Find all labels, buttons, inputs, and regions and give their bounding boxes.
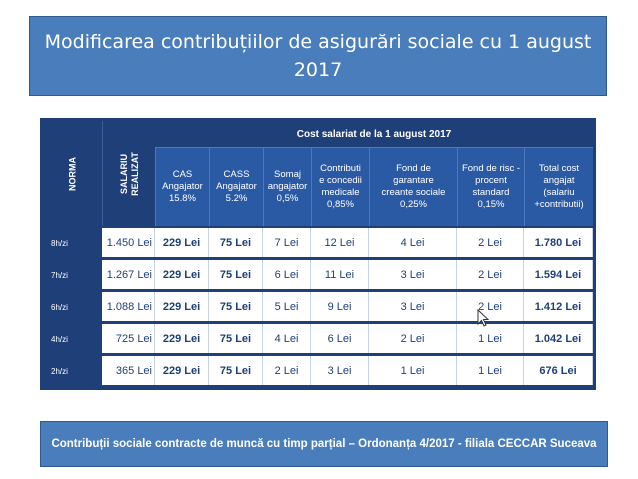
table-cell: 12 Lei [311, 228, 369, 257]
salary-cell: 725 Lei [102, 324, 155, 353]
table-cell: 229 Lei [155, 228, 209, 257]
table-cell: 6 Lei [311, 324, 369, 353]
column-header-line: 5.2% [225, 193, 248, 204]
header-norma: NORMA [43, 121, 102, 226]
table-cell: 229 Lei [155, 356, 209, 385]
mouse-pointer-icon [477, 309, 489, 327]
table-cell: 2 Lei [369, 324, 457, 353]
footer-caption: Contribuții sociale contracte de muncă c… [40, 421, 608, 467]
table-cell: 75 Lei [209, 292, 263, 321]
table-cell: 75 Lei [209, 324, 263, 353]
column-header-line: Fond de risc - [461, 163, 521, 174]
table-cell: 3 Lei [369, 292, 457, 321]
column-header-line: Total cost [538, 163, 580, 174]
table-cell: 9 Lei [311, 292, 369, 321]
cost-table: NORMA SALARIU REALIZAT Cost salariat de … [40, 118, 596, 390]
header-salariu-line-1: SALARIU [118, 153, 129, 194]
column-header-text: Somaj angajator 0,5% [268, 169, 308, 205]
table-cell: 229 Lei [155, 324, 209, 353]
table-cell: 2 Lei [457, 260, 524, 289]
header-salariu-line-2: REALIZAT [129, 151, 140, 196]
column-header-line: medicale [321, 187, 360, 198]
column-header-line: 0,25% [400, 199, 427, 210]
table-cell: 1.412 Lei [524, 292, 593, 321]
table-cell: 1.042 Lei [524, 324, 593, 353]
salary-cell: 365 Lei [102, 356, 155, 385]
column-header-line: standard [472, 187, 510, 198]
table-cell: 6 Lei [263, 260, 311, 289]
table-cell: 2 Lei [457, 292, 524, 321]
column-header: CASS Angajator 5.2% [209, 147, 263, 226]
column-header-line: CASS [223, 169, 250, 180]
table-cell: 229 Lei [155, 260, 209, 289]
table-cell: 3 Lei [369, 260, 457, 289]
table-cell: 1 Lei [457, 356, 524, 385]
table-cell: 7 Lei [263, 228, 311, 257]
column-header-line: (salariu [543, 187, 575, 198]
header-salariu: SALARIU REALIZAT [102, 121, 156, 226]
salary-cell: 1.267 Lei [102, 260, 155, 289]
column-header: Total cost angajat (salariu +contributii) [524, 147, 593, 226]
salary-cell: 1.450 Lei [102, 228, 155, 257]
column-header-text: Fond de garantare creante sociale 0,25% [382, 163, 446, 211]
cost-table-grid: NORMA SALARIU REALIZAT Cost salariat de … [43, 121, 593, 387]
column-header: Fond de garantare creante sociale 0,25% [369, 147, 457, 226]
column-header-line: garantare [393, 175, 434, 186]
column-header: Contributi e concedii medicale 0,85% [311, 147, 369, 226]
salary-cell: 1.088 Lei [102, 292, 155, 321]
column-header-text: Total cost angajat (salariu +contributii) [534, 163, 583, 211]
column-header: CAS Angajator 15.8% [155, 147, 209, 226]
row-norma-label: 4h/zi [43, 324, 102, 354]
header-salariu-label: SALARIU REALIZAT [119, 152, 141, 196]
column-header-line: Somaj [274, 169, 301, 180]
row-norma-label: 8h/zi [43, 228, 102, 258]
column-header-line: Contributi [320, 163, 361, 174]
table-cell: 1 Lei [457, 324, 524, 353]
row-norma-label: 7h/zi [43, 260, 102, 290]
column-header: Somaj angajator 0,5% [263, 147, 311, 226]
column-header-text: CASS Angajator 5.2% [216, 169, 257, 205]
table-cell: 676 Lei [524, 356, 593, 385]
column-header-line: e concedii [319, 175, 362, 186]
table-cell: 4 Lei [369, 228, 457, 257]
column-header-line: Fond de [396, 163, 431, 174]
table-cell: 1.780 Lei [524, 228, 593, 257]
column-header-line: angajator [267, 181, 308, 192]
table-cell: 229 Lei [155, 292, 209, 321]
table-cell: 2 Lei [263, 356, 311, 385]
table-cell: 3 Lei [311, 356, 369, 385]
table-cell: 5 Lei [263, 292, 311, 321]
column-header-text: Fond de risc - procent standard 0,15% [462, 163, 520, 211]
column-header-line: 0,5% [276, 193, 299, 204]
table-cell: 75 Lei [209, 356, 263, 385]
column-header-line: angajat [543, 175, 575, 186]
column-header-line: Angajator [162, 181, 203, 192]
table-cell: 75 Lei [209, 228, 263, 257]
column-header-text: Contributi e concedii medicale 0,85% [319, 163, 362, 211]
slide-title: Modificarea contribuțiilor de asigurări … [29, 16, 607, 96]
column-header-line: 15.8% [169, 193, 196, 204]
row-norma-label: 2h/zi [43, 356, 102, 386]
table-cell: 1 Lei [369, 356, 457, 385]
table-cell: 4 Lei [263, 324, 311, 353]
column-header-line: procent [475, 175, 507, 186]
column-header-line: CAS [172, 169, 193, 180]
table-cell: 11 Lei [311, 260, 369, 289]
column-header-line: 0,15% [477, 199, 505, 210]
row-norma-label: 6h/zi [43, 292, 102, 322]
header-norma-label: NORMA [67, 156, 77, 191]
table-super-header: Cost salariat de la 1 august 2017 [155, 121, 593, 147]
column-header-line: +contributii) [534, 199, 584, 210]
column-header-text: CAS Angajator 15.8% [162, 169, 203, 205]
column-header-line: Angajator [216, 181, 257, 192]
column-header: Fond de risc - procent standard 0,15% [457, 147, 524, 226]
table-cell: 2 Lei [457, 228, 524, 257]
table-cell: 75 Lei [209, 260, 263, 289]
column-header-line: creante sociale [381, 187, 446, 198]
table-cell: 1.594 Lei [524, 260, 593, 289]
column-header-line: 0,85% [327, 199, 354, 210]
